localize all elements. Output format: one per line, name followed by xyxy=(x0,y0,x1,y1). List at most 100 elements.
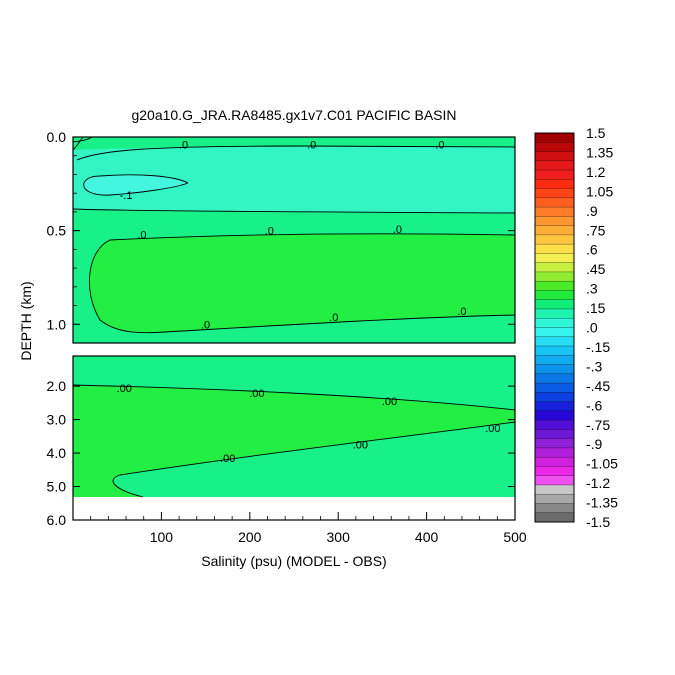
upper-panel: .0 .0 .0 -.1 .0 .0 .0 .0 .0 .0 0.0 0.5 1.0 xyxy=(47,129,516,344)
colorbar-swatch xyxy=(535,151,574,162)
colorbar-label: -.6 xyxy=(586,397,603,413)
lower-y-tick-label: 6.0 xyxy=(47,512,67,528)
colorbar-swatch xyxy=(535,336,574,347)
lower-contour-zero-lower xyxy=(112,421,516,498)
upper-y-tick-label: 0.5 xyxy=(47,223,67,239)
colorbar-swatch xyxy=(535,475,574,486)
colorbar-swatch xyxy=(535,512,574,523)
y-axis-label: DEPTH (km) xyxy=(18,281,34,360)
contour-label: .0 xyxy=(329,312,338,324)
colorbar-frame xyxy=(534,132,575,523)
colorbar-label: -.3 xyxy=(586,358,603,374)
colorbar-label: -1.2 xyxy=(586,475,610,491)
colorbar-label: -.45 xyxy=(586,378,610,394)
colorbar-swatch xyxy=(535,410,574,421)
lower-y-tick-label: 2.0 xyxy=(47,378,67,394)
upper-contour-labels: .0 .0 .0 -.1 .0 .0 .0 .0 .0 .0 xyxy=(120,139,467,331)
colorbar-swatch xyxy=(535,494,574,504)
colorbar-swatch xyxy=(535,346,574,356)
upper-panel-frame xyxy=(72,136,516,344)
colorbar-swatch xyxy=(535,244,574,254)
colorbar-label: -.9 xyxy=(586,436,603,452)
contour-label: .0 xyxy=(457,306,466,318)
lower-y-axis: 2.0 3.0 4.0 5.0 6.0 xyxy=(47,378,515,528)
x-tick-label: 400 xyxy=(415,529,439,545)
lower-missing-band xyxy=(73,497,515,520)
colorbar-swatch xyxy=(535,373,574,384)
chart-title: g20a10.G_JRA.RA8485.gx1v7.C01 PACIFIC BA… xyxy=(131,107,456,123)
colorbar-swatch xyxy=(535,420,574,430)
lower-panel-frame xyxy=(72,355,516,521)
colorbar-swatch xyxy=(535,262,574,273)
upper-fill-cyan-band xyxy=(73,146,515,213)
colorbar-swatch xyxy=(535,299,574,310)
colorbar-label: 1.05 xyxy=(586,183,613,199)
x-tick-label: 200 xyxy=(238,529,262,545)
contour-label: .00 xyxy=(117,383,132,395)
upper-contour-zero-mid xyxy=(72,208,516,214)
colorbar-label: 1.2 xyxy=(586,164,606,180)
colorbar: 1.5 1.35 1.2 1.05 .9 .75 .6 .45 .3 .15 .0 -.15 -.3 -.… xyxy=(534,125,618,530)
colorbar-swatch xyxy=(535,142,574,152)
colorbar-label: -1.35 xyxy=(586,495,618,511)
colorbar-label: .15 xyxy=(586,300,606,316)
colorbar-swatch xyxy=(535,225,574,236)
upper-contour-zero-top xyxy=(76,145,516,161)
colorbar-swatch xyxy=(535,429,574,439)
colorbar-swatch xyxy=(535,216,574,226)
upper-fill-min-core xyxy=(83,174,188,196)
colorbar-swatch xyxy=(535,383,574,393)
upper-contour-zero-pos xyxy=(88,233,516,334)
colorbar-label: 1.35 xyxy=(586,144,613,160)
contour-label: .0 xyxy=(265,226,274,238)
lower-y-tick-label: 3.0 xyxy=(47,412,67,428)
upper-y-tick-label: 0.0 xyxy=(47,129,67,145)
colorbar-label: .9 xyxy=(586,203,598,219)
colorbar-label: .45 xyxy=(586,261,606,277)
contour-label: .00 xyxy=(485,423,500,435)
colorbar-swatch xyxy=(535,234,574,245)
colorbar-swatch xyxy=(535,290,574,301)
lower-y-tick-label: 4.0 xyxy=(47,445,67,461)
contour-label: .0 xyxy=(393,224,402,236)
colorbar-swatch xyxy=(535,253,574,263)
contour-label: .0 xyxy=(137,229,146,241)
colorbar-swatch xyxy=(535,484,574,495)
contour-label: .00 xyxy=(382,396,397,408)
contour-label: .0 xyxy=(201,319,210,331)
colorbar-label: -1.05 xyxy=(586,456,618,472)
colorbar-label: .75 xyxy=(586,222,606,238)
contour-label: .00 xyxy=(249,388,264,400)
x-tick-label: 100 xyxy=(150,529,174,545)
colorbar-swatch xyxy=(535,160,574,171)
colorbar-label: -.75 xyxy=(586,417,610,433)
colorbar-label: 1.5 xyxy=(586,125,606,141)
colorbar-label: .6 xyxy=(586,242,598,258)
upper-y-tick-label: 1.0 xyxy=(47,316,67,332)
colorbar-swatch xyxy=(535,438,574,449)
contour-label: .00 xyxy=(220,453,235,465)
colorbar-swatch xyxy=(535,179,574,189)
x-axis: 100 200 300 400 500 xyxy=(90,512,527,545)
colorbar-label: -.15 xyxy=(586,339,610,355)
colorbar-swatch xyxy=(535,457,574,467)
colorbar-swatch xyxy=(535,392,574,402)
colorbar-swatch xyxy=(535,401,574,412)
colorbar-swatch xyxy=(535,271,574,282)
contour-label: -.1 xyxy=(120,190,133,202)
upper-contour-corner xyxy=(72,136,84,151)
contour-label: .0 xyxy=(435,139,444,151)
colorbar-swatch xyxy=(535,503,574,514)
colorbar-swatch xyxy=(535,197,574,208)
colorbar-swatch xyxy=(535,318,574,328)
colorbar-swatch xyxy=(535,364,574,375)
x-axis-label: Salinity (psu) (MODEL - OBS) xyxy=(201,553,386,569)
x-tick-label: 300 xyxy=(327,529,351,545)
lower-fill-pos-region xyxy=(73,385,515,497)
colorbar-label: .0 xyxy=(586,320,598,336)
colorbar-swatch xyxy=(535,207,574,217)
contour-label: .00 xyxy=(353,440,368,452)
lower-contour-zero-upper xyxy=(72,384,516,411)
contour-label: .0 xyxy=(179,139,188,151)
